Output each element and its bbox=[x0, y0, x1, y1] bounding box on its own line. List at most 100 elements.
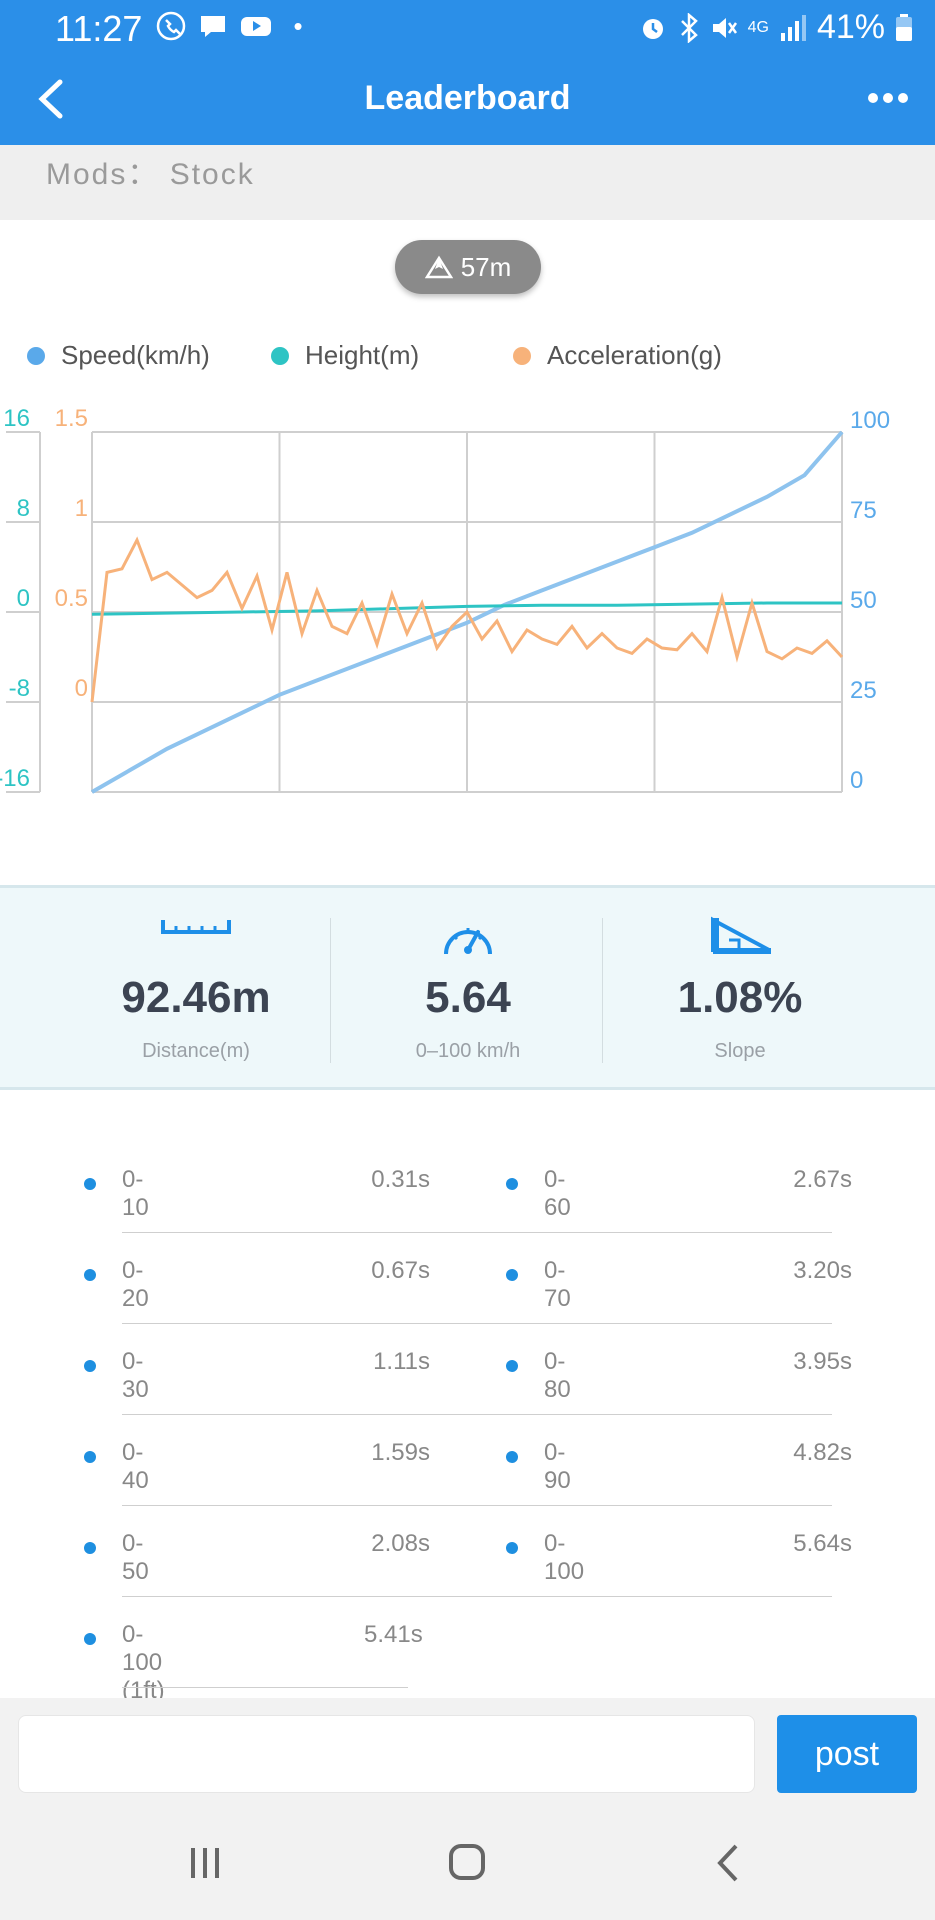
page-title: Leaderboard bbox=[364, 79, 571, 117]
mute-icon bbox=[712, 17, 737, 38]
row-divider bbox=[122, 1596, 832, 1597]
split-range: 0-90 bbox=[544, 1439, 571, 1494]
battery-icon bbox=[896, 13, 912, 41]
row-divider bbox=[122, 1232, 832, 1233]
row-divider bbox=[122, 1505, 832, 1506]
split-range: 0-100 bbox=[544, 1530, 585, 1585]
home-icon[interactable] bbox=[437, 1838, 497, 1888]
split-time: 4.82s bbox=[793, 1439, 852, 1466]
mountain-icon bbox=[424, 255, 453, 279]
back-arrow-icon[interactable] bbox=[28, 74, 78, 124]
distance-value: 92.46m bbox=[121, 973, 271, 1022]
run-chart: 16 8 0 -8 -16 1.5 1 0.5 0 100 75 50 25 0 bbox=[0, 405, 890, 794]
legend-item-acceleration[interactable]: Acceleration(g) bbox=[513, 340, 722, 371]
legend-item-speed[interactable]: Speed(km/h) bbox=[27, 340, 210, 371]
mods-text: Mods： Stock bbox=[46, 158, 255, 191]
split-range: 0-50 bbox=[122, 1530, 149, 1585]
nav-back-icon[interactable] bbox=[700, 1838, 760, 1888]
stat-distance: 92.46m Distance(m) bbox=[60, 888, 332, 1093]
split-range: 0-30 bbox=[122, 1348, 149, 1403]
notification-dot-icon: • bbox=[293, 11, 303, 41]
legend-label-height: Height(m) bbox=[305, 340, 420, 370]
post-button[interactable]: post bbox=[777, 1715, 917, 1793]
acceleration-time-value: 5.64 bbox=[425, 973, 511, 1022]
bullet-icon bbox=[84, 1360, 96, 1372]
slope-value: 1.08% bbox=[677, 973, 803, 1022]
row-divider bbox=[122, 1414, 832, 1415]
split-range: 0-70 bbox=[544, 1257, 571, 1312]
speed-axis-label: 0 bbox=[850, 767, 863, 794]
legend-item-height[interactable]: Height(m) bbox=[271, 340, 419, 371]
stat-acceleration-time: 5.64 0–100 km/h bbox=[332, 888, 604, 1093]
split-time: 2.67s bbox=[793, 1166, 852, 1193]
split-range: 0-100 (1ft) bbox=[122, 1621, 165, 1704]
alarm-icon bbox=[642, 18, 663, 39]
split-time: 3.95s bbox=[793, 1348, 852, 1375]
bullet-icon bbox=[84, 1178, 96, 1190]
bullet-icon bbox=[506, 1542, 518, 1554]
speed-series-line bbox=[91, 430, 844, 794]
height-axis-label: -16 bbox=[0, 765, 30, 792]
chart-card: 57m Speed(km/h) Height(m) Acceleration(g… bbox=[0, 220, 935, 885]
battery-percent: 41% bbox=[816, 8, 885, 46]
speedometer-icon bbox=[444, 928, 492, 955]
bullet-icon bbox=[84, 1633, 96, 1645]
split-times-list: 0-10 0.31s 0-20 0.67s 0-30 1.11s 0-40 1.… bbox=[0, 1090, 935, 1704]
bullet-icon bbox=[84, 1451, 96, 1463]
split-time: 3.20s bbox=[793, 1257, 852, 1284]
more-options-icon[interactable] bbox=[863, 80, 913, 116]
altitude-badge[interactable]: 57m bbox=[395, 240, 541, 294]
status-time: 11:27 bbox=[55, 8, 143, 49]
chart-legend: Speed(km/h) Height(m) Acceleration(g) bbox=[0, 340, 935, 380]
acceleration-axis-label: 1.5 bbox=[55, 405, 88, 432]
split-range: 0-10 bbox=[122, 1166, 149, 1221]
legend-label-acceleration: Acceleration(g) bbox=[547, 340, 722, 370]
legend-dot-height bbox=[271, 346, 289, 365]
bullet-icon bbox=[84, 1269, 96, 1281]
split-time: 2.08s bbox=[371, 1530, 430, 1557]
split-time: 1.59s bbox=[371, 1439, 430, 1466]
split-time: 0.67s bbox=[371, 1257, 430, 1284]
legend-label-speed: Speed(km/h) bbox=[61, 340, 210, 370]
network-type-label: 4G bbox=[747, 18, 769, 36]
legend-dot-acceleration bbox=[513, 346, 531, 365]
stat-slope: 1.08% Slope bbox=[604, 888, 876, 1093]
slope-label: Slope bbox=[714, 1040, 766, 1062]
ruler-icon bbox=[161, 920, 231, 934]
youtube-icon bbox=[241, 17, 271, 36]
slope-icon bbox=[711, 916, 771, 954]
split-time: 1.11s bbox=[373, 1348, 430, 1375]
status-bar: 11:27 • 4G 41% bbox=[0, 0, 935, 52]
bullet-icon bbox=[506, 1360, 518, 1372]
split-range: 0-80 bbox=[544, 1348, 571, 1403]
height-series-line bbox=[91, 601, 842, 616]
split-time: 5.41s bbox=[364, 1621, 423, 1648]
speed-axis-label: 50 bbox=[850, 587, 877, 614]
comment-input[interactable] bbox=[18, 1715, 755, 1793]
height-axis-label: 16 bbox=[3, 405, 30, 432]
split-range: 0-60 bbox=[544, 1166, 571, 1221]
altitude-value: 57m bbox=[460, 251, 512, 282]
acceleration-series-line bbox=[90, 536, 844, 703]
legend-dot-speed bbox=[27, 346, 45, 365]
recent-apps-icon[interactable] bbox=[175, 1838, 235, 1888]
row-divider bbox=[122, 1687, 408, 1688]
speed-axis-label: 100 bbox=[850, 407, 890, 434]
system-nav-bar bbox=[0, 1808, 935, 1920]
speed-axis-label: 75 bbox=[850, 497, 877, 524]
height-axis-label: -8 bbox=[9, 675, 30, 702]
acceleration-axis-label: 0.5 bbox=[55, 585, 88, 612]
height-axis-label: 0 bbox=[17, 585, 30, 612]
stat-divider bbox=[330, 918, 331, 1063]
mods-section: Mods： Stock bbox=[0, 145, 935, 220]
row-divider bbox=[122, 1323, 832, 1324]
message-icon bbox=[201, 16, 225, 37]
acceleration-axis-label: 0 bbox=[75, 675, 88, 702]
bullet-icon bbox=[506, 1178, 518, 1190]
acceleration-time-label: 0–100 km/h bbox=[415, 1040, 521, 1062]
signal-icon bbox=[780, 14, 806, 41]
comment-bar: post bbox=[0, 1698, 935, 1808]
split-range: 0-20 bbox=[122, 1257, 149, 1312]
stat-divider bbox=[602, 918, 603, 1063]
bullet-icon bbox=[506, 1269, 518, 1281]
